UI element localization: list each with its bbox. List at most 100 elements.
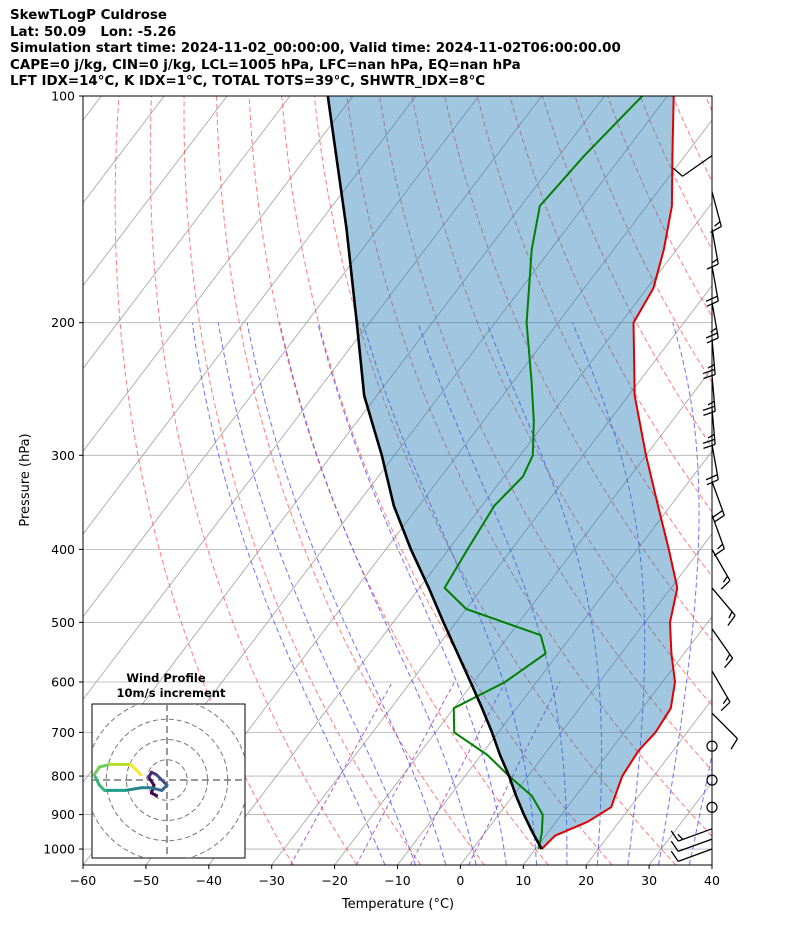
- wind-barb-flag: [706, 337, 719, 344]
- y-tick-label: 600: [51, 674, 75, 689]
- isotherm-line: [585, 698, 712, 865]
- mixing-ratio-line: [468, 681, 561, 865]
- hodograph-trace-segment: [92, 765, 101, 777]
- wind-barb-flag: [722, 575, 729, 583]
- header-station: SkewTLogP Culdrose: [10, 8, 167, 23]
- x-tick-label: 0: [456, 873, 464, 888]
- calm-wind-circle: [706, 774, 718, 786]
- moist-adiabat: [191, 322, 386, 865]
- dry-adiabat: [444, 96, 712, 642]
- dry-adiabat: [771, 96, 794, 865]
- wind-barb-flag: [707, 400, 715, 406]
- dry-adiabat: [476, 96, 712, 577]
- wind-barb-flag: [728, 611, 733, 619]
- dry-adiabat: [149, 96, 358, 865]
- wind-barb-flag: [720, 580, 731, 590]
- y-tick-label: 200: [51, 315, 75, 330]
- wind-barb-flag: [713, 514, 725, 523]
- wind-barbs: [670, 155, 739, 862]
- hodograph-trace-segment: [147, 775, 156, 787]
- isotherm-line: [775, 96, 794, 865]
- y-axis-label: Pressure (hPa): [18, 433, 33, 526]
- wind-barb-staff: [711, 375, 716, 412]
- header-indices: LFT IDX=14°C, K IDX=1°C, TOTAL TOTS=39°C…: [10, 74, 486, 89]
- grid-layer: [83, 96, 794, 865]
- wind-barb-staff: [677, 828, 713, 842]
- hodograph-frame: [91, 703, 246, 859]
- x-tick-label: 30: [641, 873, 657, 888]
- wind-barb-staff: [711, 265, 719, 302]
- hodograph-subtitle: 10m/s increment: [117, 686, 226, 700]
- y-tick-label: 400: [51, 542, 75, 557]
- chart-header: SkewTLogP Culdrose Lat: 50.09 Lon: -5.26…: [10, 8, 621, 91]
- dry-adiabat: [672, 96, 712, 183]
- hodograph: Wind Profile 10m/s increment: [91, 671, 246, 859]
- wind-barb-staff: [677, 848, 713, 862]
- isotherm-line: [83, 96, 417, 535]
- isotherm-line: [460, 533, 712, 865]
- wind-barb-flag: [730, 738, 739, 750]
- moist-adiabat: [246, 322, 447, 865]
- hodograph-body: [92, 704, 245, 858]
- wind-barb-flag: [707, 433, 715, 439]
- moist-adiabat: [658, 322, 700, 865]
- hodograph-trace-segment: [149, 786, 164, 792]
- x-tick-label: −40: [196, 873, 222, 888]
- wind-barb-staff: [711, 444, 719, 480]
- hodograph-trace-segment: [97, 762, 112, 769]
- wind-barb-flag: [705, 474, 718, 481]
- tick-layer: −60 −50 −40 −30 −20 −10 0 10 20 30 40 1000 900 800 700…: [43, 89, 720, 889]
- x-axis-label: Temperature (°C): [341, 897, 454, 912]
- adiabat-layer: [114, 96, 794, 865]
- wind-barb-flag: [710, 225, 722, 234]
- y-tick-label: 800: [51, 769, 75, 784]
- moist-adiabat: [362, 322, 538, 865]
- dry-adiabat: [379, 96, 712, 772]
- x-tick-label: 10: [515, 873, 531, 888]
- wind-barb-staff: [711, 628, 734, 659]
- wind-barb-staff: [711, 481, 725, 516]
- x-tick-label: 40: [704, 873, 720, 888]
- wind-barb-staff: [711, 514, 725, 549]
- y-tick-label: 700: [51, 725, 75, 740]
- wind-barb-staff: [711, 670, 731, 703]
- x-tick-label: 20: [578, 873, 594, 888]
- wind-barb-flag: [710, 327, 717, 333]
- mixing-ratio-line: [409, 681, 506, 865]
- dry-adiabat: [183, 96, 422, 865]
- wind-barb-flag: [670, 830, 679, 842]
- wind-barb-staff: [711, 191, 722, 227]
- dry-adiabat: [541, 96, 712, 449]
- y-tick-label: 300: [51, 448, 75, 463]
- isotherm-line: [522, 616, 712, 865]
- dewpoint-profile: [443, 96, 644, 850]
- x-tick-label: −10: [384, 873, 410, 888]
- wind-barb-flag: [722, 697, 729, 704]
- dry-adiabat: [346, 96, 712, 838]
- dry-adiabat: [248, 96, 549, 865]
- wind-barb-flag: [702, 368, 715, 375]
- calm-wind-circle: [706, 801, 718, 813]
- moist-adiabat: [417, 322, 568, 865]
- wind-barb-staff: [711, 408, 716, 445]
- wind-barb-flag: [706, 300, 719, 307]
- wind-barb-flag: [720, 701, 731, 712]
- dry-adiabat: [738, 96, 794, 865]
- wind-barb-flag: [711, 510, 723, 519]
- x-tick-label: −50: [133, 873, 159, 888]
- hodograph-trace-segment: [92, 773, 101, 787]
- hodograph-trace-segment: [123, 786, 143, 792]
- isotherm-line: [83, 96, 228, 287]
- temperature-profile: [540, 96, 679, 850]
- y-tick-label: 100: [51, 89, 75, 104]
- moist-adiabat: [279, 322, 477, 865]
- wind-barb-flag: [705, 332, 718, 339]
- y-tick-label: 1000: [43, 842, 75, 857]
- wind-barb-staff: [711, 302, 719, 339]
- wind-barb-flag: [727, 615, 736, 626]
- moist-adiabat: [486, 322, 603, 865]
- moist-adiabat: [688, 752, 712, 865]
- header-latlon: Lat: 50.09 Lon: -5.26: [10, 24, 177, 40]
- isotherm-line: [83, 96, 291, 370]
